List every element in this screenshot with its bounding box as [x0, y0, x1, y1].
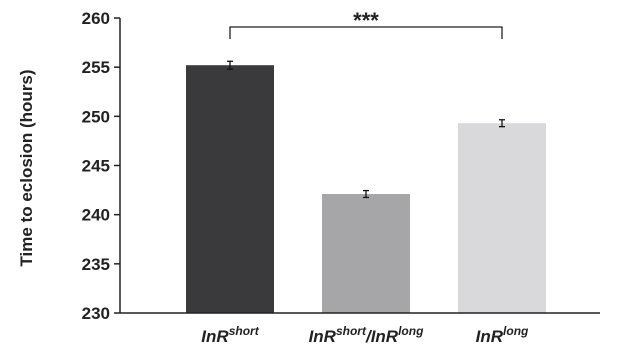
category-label-base: InR — [201, 327, 229, 346]
y-tick-label: 230 — [82, 304, 110, 323]
y-tick-label: 235 — [82, 255, 110, 274]
category-label: InRshort — [201, 324, 259, 346]
category-label-base: InR — [371, 327, 399, 346]
bar — [458, 123, 546, 313]
significance-stars: *** — [353, 8, 379, 33]
y-tick-label: 260 — [82, 9, 110, 28]
category-label-superscript: short — [336, 324, 367, 338]
significance-bracket — [229, 26, 503, 39]
category-label: InRshort/InRlong — [309, 324, 425, 346]
bars-group — [186, 65, 546, 313]
category-label-superscript: short — [229, 324, 260, 338]
y-tick-label: 255 — [82, 58, 110, 77]
y-tick-label: 245 — [82, 157, 110, 176]
category-label-superscript: long — [503, 324, 529, 338]
category-label-base: / — [365, 327, 373, 346]
y-tick-label: 240 — [82, 206, 110, 225]
y-tick-label: 250 — [82, 107, 110, 126]
bar — [186, 65, 274, 313]
category-label-base: InR — [476, 327, 504, 346]
category-label-superscript: long — [398, 324, 424, 338]
error-bars-group — [227, 60, 505, 199]
category-label-base: InR — [309, 327, 337, 346]
y-axis: 230 235 240 245 250 255 260 — [82, 9, 121, 323]
bar — [322, 194, 410, 313]
category-label: InRlong — [476, 324, 529, 346]
category-labels: InRshort InRshort/InRlong InRlong — [201, 324, 529, 346]
significance-annotation: *** — [229, 8, 503, 39]
y-axis-title: Time to eclosion (hours) — [17, 69, 36, 266]
